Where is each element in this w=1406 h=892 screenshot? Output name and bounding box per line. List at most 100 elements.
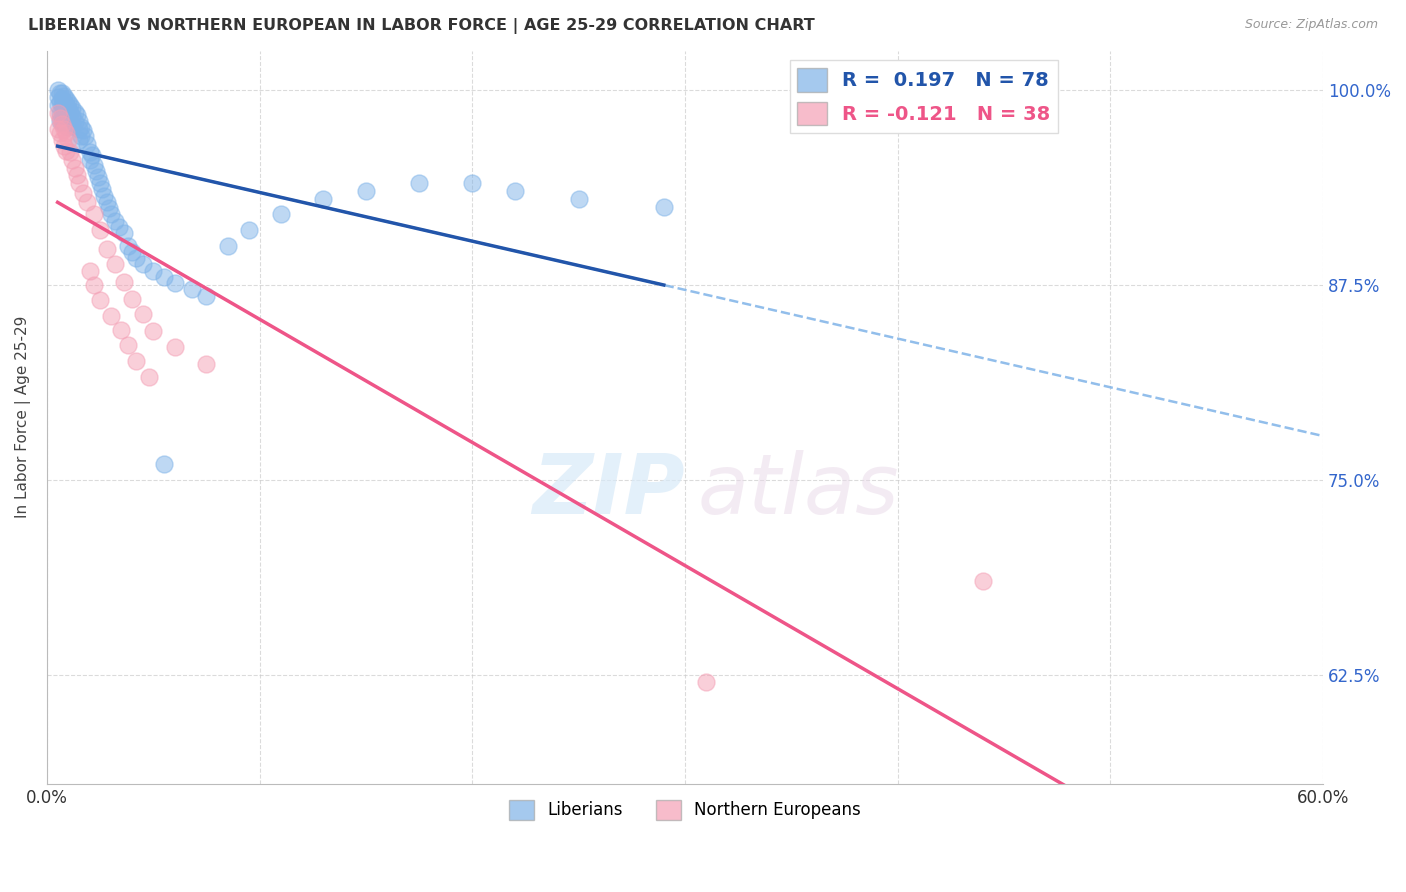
Point [112, 226, 135, 240]
Point [55, 126, 77, 140]
Point [83, 277, 105, 292]
Point [238, 223, 260, 237]
Point [62, 109, 84, 123]
Point [89, 293, 111, 308]
Point [695, 675, 717, 690]
Point [217, 238, 239, 252]
Point [53, 121, 76, 136]
Text: Source: ZipAtlas.com: Source: ZipAtlas.com [1244, 18, 1378, 31]
Point [83, 207, 105, 221]
Point [63, 115, 86, 129]
Point [79, 145, 101, 159]
Point [55, 144, 77, 158]
Point [91, 182, 114, 196]
Point [66, 108, 89, 122]
Point [48, 106, 70, 120]
Point [125, 251, 148, 265]
Point [53, 117, 76, 131]
Point [89, 223, 111, 237]
Point [70, 120, 93, 134]
Point [48, 111, 70, 125]
Point [87, 169, 110, 184]
Point [51, 106, 73, 120]
Point [97, 201, 120, 215]
Point [67, 121, 90, 136]
Point [53, 108, 76, 122]
Text: atlas: atlas [697, 450, 900, 531]
Point [59, 98, 82, 112]
Point [354, 184, 377, 198]
Point [55, 114, 77, 128]
Point [76, 194, 98, 209]
Point [503, 184, 526, 198]
Text: ZIP: ZIP [533, 450, 685, 531]
Text: LIBERIAN VS NORTHERN EUROPEAN IN LABOR FORCE | AGE 25-29 CORRELATION CHART: LIBERIAN VS NORTHERN EUROPEAN IN LABOR F… [28, 18, 815, 34]
Point [51, 117, 73, 131]
Point [312, 192, 335, 206]
Point [58, 120, 80, 134]
Point [63, 104, 86, 119]
Point [153, 269, 176, 284]
Point [112, 275, 135, 289]
Point [58, 114, 80, 128]
Point [104, 213, 127, 227]
Point [48, 95, 70, 110]
Point [67, 114, 90, 128]
Point [53, 89, 76, 103]
Point [163, 340, 186, 354]
Point [63, 161, 86, 175]
Point [59, 106, 82, 120]
Point [67, 176, 90, 190]
Point [55, 104, 77, 119]
Point [51, 114, 73, 128]
Point [79, 263, 101, 277]
Point [131, 257, 153, 271]
Point [195, 288, 218, 302]
Point [125, 354, 148, 368]
Point [58, 132, 80, 146]
Point [408, 176, 430, 190]
Point [972, 574, 994, 588]
Point [138, 369, 160, 384]
Point [93, 188, 115, 202]
Point [121, 244, 143, 259]
Point [48, 126, 70, 140]
Point [51, 132, 73, 146]
Point [53, 102, 76, 116]
Point [80, 148, 103, 162]
Point [53, 95, 76, 110]
Point [53, 138, 76, 153]
Point [67, 132, 90, 146]
Point [163, 276, 186, 290]
Point [76, 137, 98, 152]
Point [96, 242, 118, 256]
Point [75, 129, 97, 144]
Point [59, 145, 82, 159]
Point [66, 169, 89, 183]
Point [62, 153, 84, 167]
Point [117, 338, 139, 352]
Point [153, 457, 176, 471]
Point [46, 90, 69, 104]
Point [55, 92, 77, 106]
Point [131, 307, 153, 321]
Point [104, 257, 127, 271]
Point [89, 176, 111, 190]
Point [51, 92, 73, 106]
Point [51, 86, 73, 100]
Point [121, 292, 143, 306]
Point [100, 207, 122, 221]
Point [46, 98, 69, 112]
Y-axis label: In Labor Force | Age 25-29: In Labor Force | Age 25-29 [15, 316, 31, 518]
Point [110, 323, 132, 337]
Point [46, 106, 69, 120]
Point [62, 102, 84, 116]
Point [142, 325, 165, 339]
Point [108, 219, 131, 234]
Point [142, 263, 165, 277]
Point [568, 192, 591, 206]
Point [195, 357, 218, 371]
Point [180, 282, 202, 296]
Point [58, 102, 80, 116]
Point [72, 123, 94, 137]
